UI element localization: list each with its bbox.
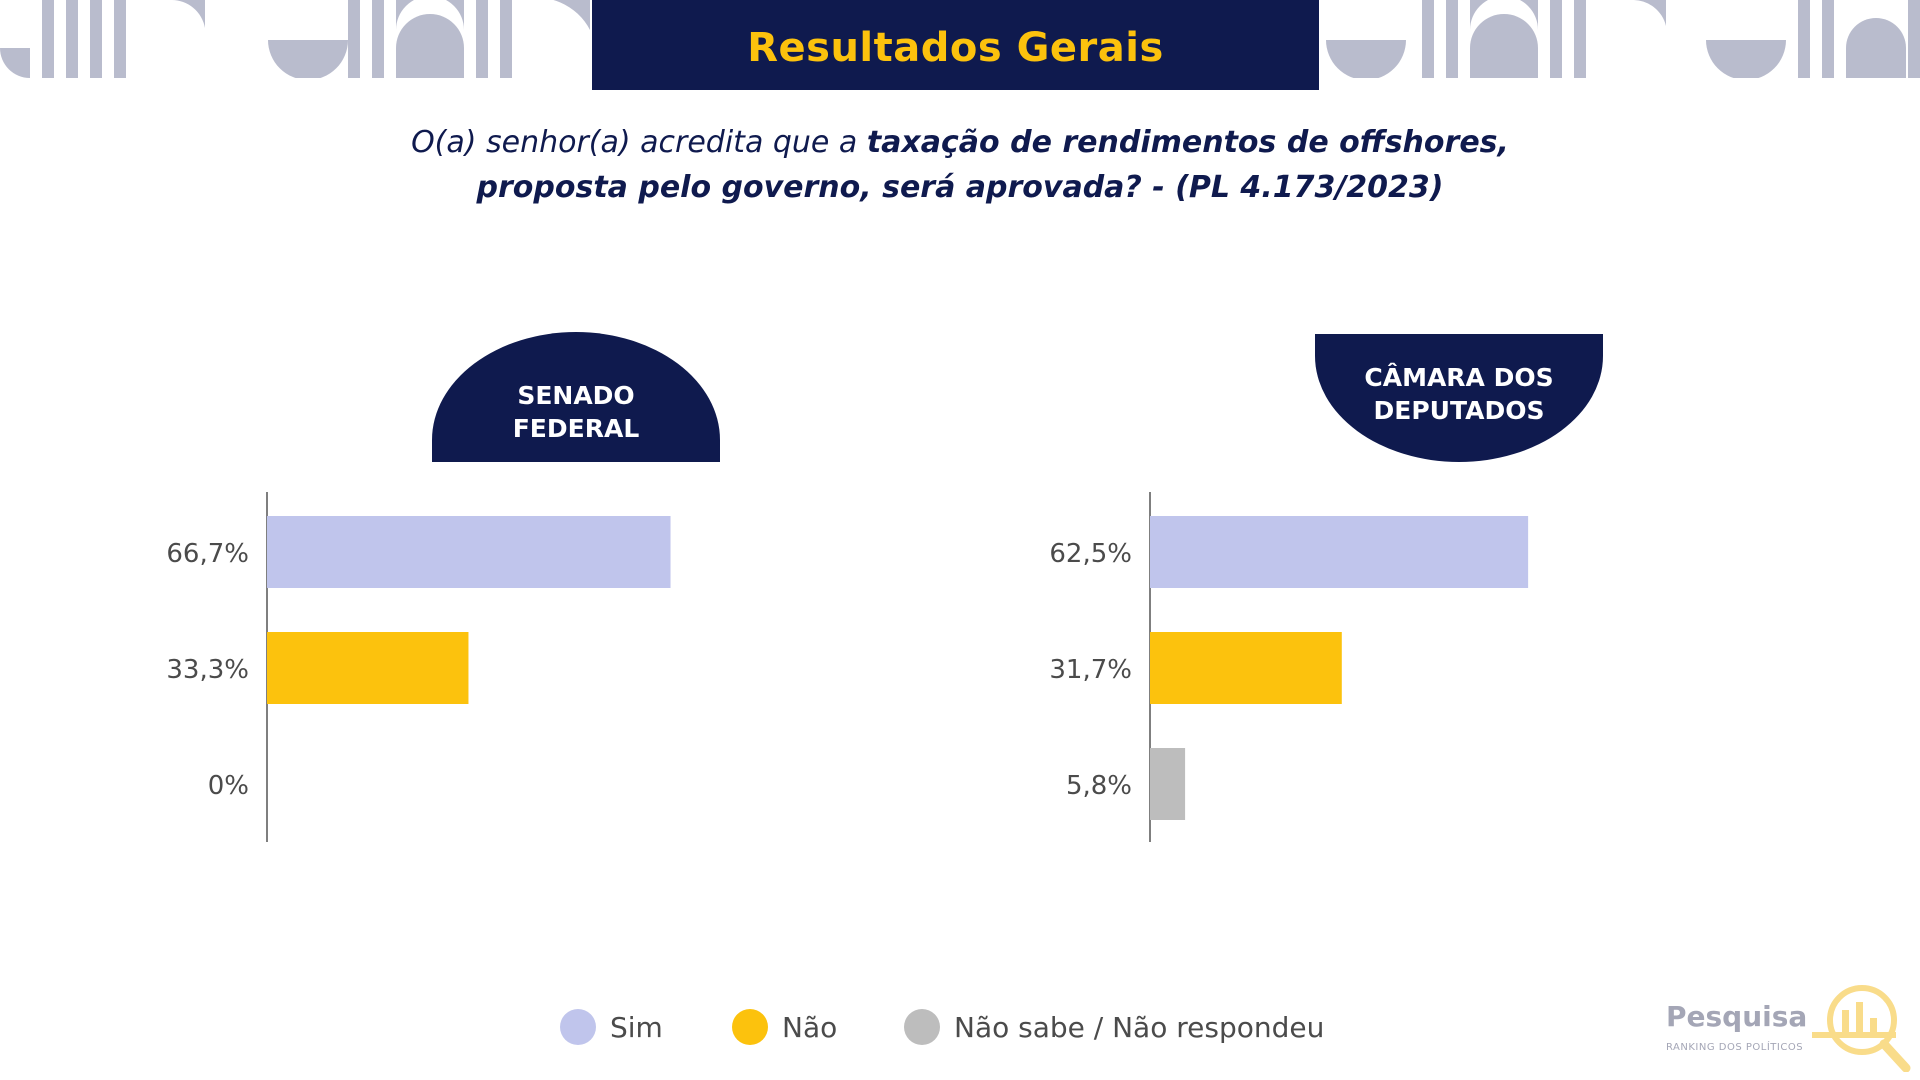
question-text-bold: taxação de rendimentos de offshores,: [866, 125, 1509, 160]
legend-dot-nao-sabe: [904, 1009, 940, 1045]
legend-item-nao-sabe: Não sabe / Não respondeu: [904, 1002, 1324, 1052]
bar-senado-1: [267, 632, 469, 704]
decorative-pattern-right: [1326, 0, 1920, 78]
legend-dot-sim: [560, 1009, 596, 1045]
decorative-pattern-left: [0, 0, 590, 78]
question-text-regular: O(a) senhor(a) acredita que a: [411, 125, 867, 160]
value-label-camara-0: 62,5%: [1049, 539, 1132, 569]
badge-title-camara-line-2: DEPUTADOS: [1374, 396, 1545, 425]
badge-senado: [432, 332, 720, 462]
badge-camara: [1315, 334, 1603, 462]
legend: Sim Não Não sabe / Não respondeu: [0, 1002, 1920, 1052]
page-title: Resultados Gerais: [747, 25, 1164, 71]
legend-label-nao-sabe: Não sabe / Não respondeu: [954, 1010, 1325, 1044]
bar-camara-2: [1150, 748, 1186, 820]
question-line-1: O(a) senhor(a) acredita que a taxação de…: [260, 120, 1660, 165]
legend-label-nao: Não: [782, 1010, 838, 1044]
value-label-senado-1: 33,3%: [166, 655, 249, 685]
legend-item-nao: Não: [732, 1002, 837, 1052]
bar-camara-1: [1150, 632, 1342, 704]
logo-subtitle: RANKING DOS POLÍTICOS: [1666, 1042, 1804, 1053]
value-label-camara-2: 5,8%: [1066, 771, 1132, 801]
bar-camara-0: [1150, 516, 1529, 588]
badge-title-senado-line-1: SENADO: [517, 381, 634, 410]
pesquisa-logo: Pesquisa RANKING DOS POLÍTICOS: [1664, 976, 1914, 1072]
question-line-2: proposta pelo governo, será aprovada? - …: [476, 170, 1444, 205]
value-label-senado-0: 66,7%: [166, 539, 249, 569]
charts-area: SENADO FEDERAL 66,7% 33,3% 0% CÂMARA DOS DEPUT…: [166, 332, 1603, 842]
title-banner: Resultados Gerais: [592, 0, 1319, 90]
logo-name: Pesquisa: [1666, 1000, 1808, 1033]
magnifier-bar-icon: [1812, 985, 1911, 1072]
bar-senado-0: [267, 516, 671, 588]
value-label-senado-2: 0%: [208, 771, 249, 801]
survey-question: O(a) senhor(a) acredita que a taxação de…: [260, 120, 1660, 210]
value-label-camara-1: 31,7%: [1049, 655, 1132, 685]
badge-title-senado-line-2: FEDERAL: [513, 414, 640, 443]
legend-dot-nao: [732, 1009, 768, 1045]
badge-title-camara-line-1: CÂMARA DOS: [1364, 363, 1553, 392]
legend-item-sim: Sim: [560, 1002, 663, 1052]
legend-label-sim: Sim: [610, 1010, 663, 1044]
